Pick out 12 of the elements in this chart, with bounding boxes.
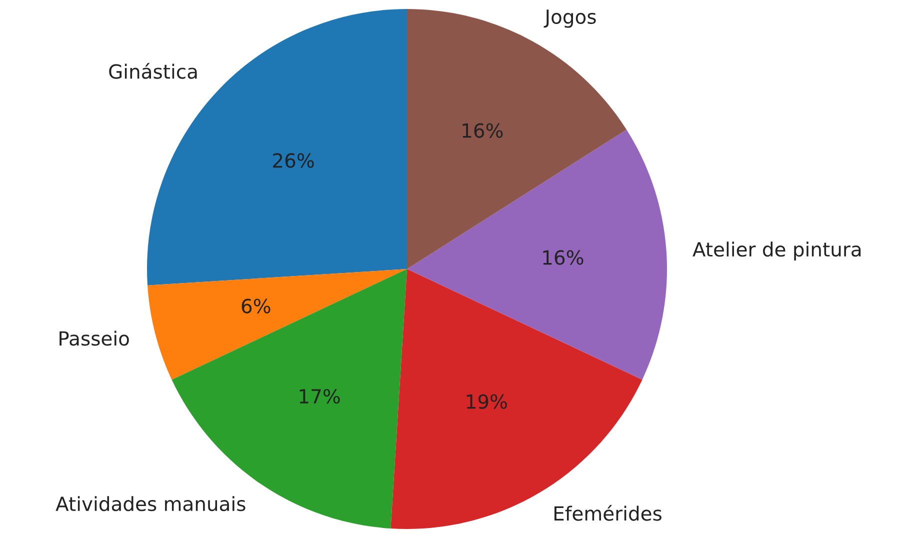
data-label: 16% bbox=[543, 250, 584, 265]
data-label: 17% bbox=[300, 388, 340, 404]
data-label: 26% bbox=[273, 153, 314, 168]
slice-label: Efemérides bbox=[554, 504, 662, 521]
data-label: 19% bbox=[466, 394, 507, 409]
slice-label: Atelier de pintura bbox=[692, 242, 861, 260]
slice-label: Ginástica bbox=[109, 63, 197, 79]
data-label: 16% bbox=[462, 123, 503, 138]
slice-label: Passeio bbox=[60, 330, 129, 346]
data-label: 6% bbox=[242, 298, 270, 314]
slice-label: Atividades manuais bbox=[56, 496, 246, 512]
slice-label: Jogos bbox=[544, 10, 596, 28]
